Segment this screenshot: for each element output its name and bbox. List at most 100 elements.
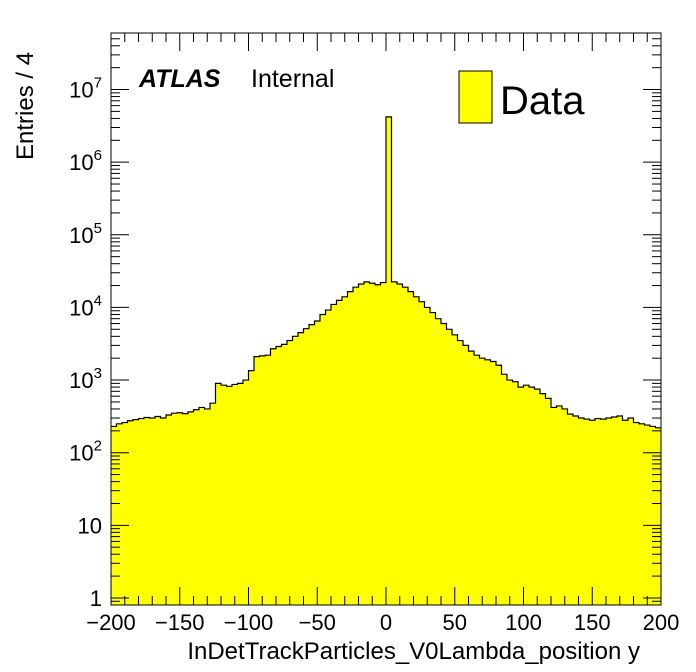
histogram-bar bbox=[116, 423, 122, 605]
histogram-outline bbox=[111, 116, 661, 429]
histogram-bar bbox=[303, 328, 309, 605]
histogram-bar bbox=[342, 296, 348, 605]
histogram-bar bbox=[199, 407, 205, 605]
internal-label: Internal bbox=[251, 65, 334, 93]
histogram-bar bbox=[254, 356, 260, 605]
histogram-bar bbox=[144, 417, 150, 605]
histogram-bar bbox=[127, 420, 133, 605]
y-tick-label: 105 bbox=[69, 220, 102, 248]
y-tick-label: 10 bbox=[78, 513, 102, 538]
histogram-bar bbox=[402, 287, 408, 605]
histogram-bar bbox=[496, 365, 502, 605]
y-tick-label: 106 bbox=[69, 147, 102, 175]
y-tick-label: 102 bbox=[69, 438, 102, 466]
x-tick-labels: −200 −150 −100 −50 0 50 100 150 200 bbox=[86, 610, 679, 635]
histogram-bar bbox=[325, 310, 331, 605]
histogram-bar bbox=[287, 340, 293, 605]
histogram-bar bbox=[435, 318, 441, 605]
histogram-bar bbox=[595, 418, 601, 605]
histogram-bar bbox=[314, 321, 320, 605]
histogram-bar bbox=[485, 359, 491, 605]
histogram-bar bbox=[529, 387, 535, 605]
histogram-bar bbox=[375, 284, 381, 605]
histogram-bar bbox=[111, 426, 117, 605]
histogram-bar bbox=[171, 413, 177, 605]
x-tick-label: −150 bbox=[155, 610, 205, 635]
histogram-bar bbox=[133, 419, 139, 605]
histogram-bar bbox=[463, 345, 469, 605]
histogram-bar bbox=[347, 291, 353, 605]
histogram-bar bbox=[573, 416, 579, 605]
y-tick-label: 1 bbox=[90, 586, 102, 611]
histogram-bar bbox=[633, 422, 639, 605]
histogram-bar bbox=[276, 346, 282, 605]
x-tick-label: −50 bbox=[299, 610, 336, 635]
histogram-bar bbox=[589, 420, 595, 605]
histogram-bar bbox=[358, 284, 364, 605]
histogram-bar bbox=[474, 355, 480, 605]
histogram-bar bbox=[369, 283, 375, 605]
histogram-bar bbox=[248, 370, 254, 605]
histogram-bar bbox=[617, 416, 623, 605]
legend-swatch bbox=[458, 70, 493, 124]
legend: Data bbox=[458, 70, 585, 124]
histogram-bar bbox=[298, 332, 304, 605]
axis-ticks bbox=[110, 32, 662, 606]
histogram-bar bbox=[556, 405, 562, 605]
y-tick-label: 107 bbox=[69, 75, 102, 103]
histogram-bar bbox=[138, 418, 144, 605]
histogram-bar bbox=[551, 407, 557, 605]
histogram-bar bbox=[655, 427, 661, 605]
histogram-bar bbox=[600, 419, 606, 605]
histogram-bar bbox=[518, 387, 524, 605]
histogram-bar bbox=[177, 412, 183, 605]
histogram-bar bbox=[204, 408, 210, 605]
y-tick-labels: 1 10 102 103 104 105 106 107 bbox=[69, 75, 102, 611]
histogram-bar bbox=[534, 389, 540, 605]
histogram-bar bbox=[490, 361, 496, 605]
legend-label: Data bbox=[500, 79, 585, 123]
x-tick-label: −200 bbox=[86, 610, 136, 635]
histogram-bar bbox=[259, 355, 265, 605]
histogram-bar bbox=[166, 415, 172, 605]
histogram-bar bbox=[336, 300, 342, 605]
histogram-bar bbox=[545, 398, 551, 605]
histogram-bar bbox=[182, 413, 188, 605]
histogram-bar bbox=[452, 334, 458, 605]
histogram-bar bbox=[188, 411, 194, 605]
x-tick-label: 0 bbox=[380, 610, 392, 635]
histogram-bars bbox=[111, 116, 661, 605]
histogram-bar bbox=[540, 393, 546, 605]
histogram-bar bbox=[237, 383, 243, 605]
histogram-bar bbox=[578, 418, 584, 605]
histogram-bar bbox=[408, 291, 414, 605]
x-tick-label: 100 bbox=[505, 610, 542, 635]
histogram-bar bbox=[149, 418, 155, 605]
histogram-bar bbox=[507, 380, 513, 605]
histogram-bar bbox=[430, 312, 436, 605]
histogram-bar bbox=[441, 323, 447, 605]
histogram-bar bbox=[501, 374, 507, 605]
histogram-bar bbox=[210, 403, 216, 605]
histogram-bar bbox=[160, 418, 166, 605]
histogram-bar bbox=[243, 380, 249, 605]
histogram-bar bbox=[226, 386, 232, 605]
histogram-bar bbox=[622, 420, 628, 605]
histogram-bar bbox=[265, 355, 271, 605]
histogram-bar bbox=[606, 418, 612, 605]
x-tick-label: 150 bbox=[574, 610, 611, 635]
histogram-bar bbox=[457, 340, 463, 605]
histogram-bar bbox=[221, 385, 227, 605]
histogram-bar bbox=[353, 287, 359, 605]
x-axis-title: InDetTrackParticles_V0Lambda_position y bbox=[187, 638, 640, 665]
histogram-bar bbox=[193, 409, 199, 605]
histogram-bar bbox=[281, 344, 287, 605]
histogram-bar bbox=[567, 414, 573, 605]
histogram-bar bbox=[215, 383, 221, 605]
histogram-bar bbox=[270, 348, 276, 605]
histogram-bar bbox=[122, 422, 128, 605]
histogram-bar bbox=[468, 351, 474, 605]
histogram-bar bbox=[644, 425, 650, 605]
histogram-bar bbox=[232, 384, 238, 605]
